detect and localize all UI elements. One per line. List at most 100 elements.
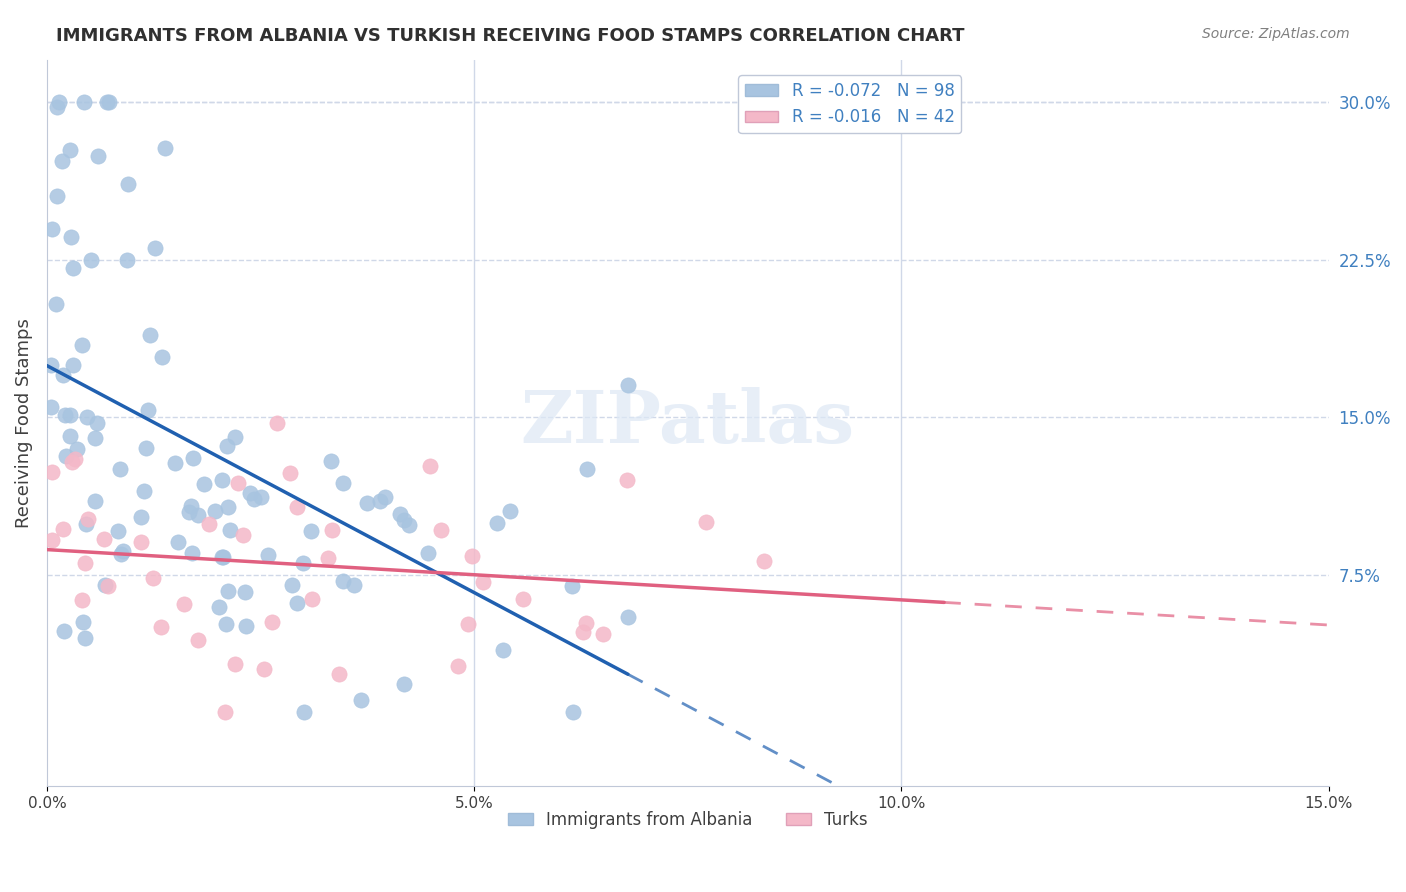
Point: [93, 532, 115, 546]
Point: [65, 442, 87, 457]
Point: [235, 619, 257, 633]
Point: [212, 549, 235, 564]
Point: [343, 577, 366, 591]
Point: [292, 557, 315, 571]
Point: [55, 449, 77, 463]
Point: [218, 523, 240, 537]
Point: [457, 616, 479, 631]
Point: [319, 454, 342, 468]
Point: [332, 476, 354, 491]
Point: [110, 548, 132, 562]
Point: [155, 141, 177, 155]
Point: [55, 408, 77, 422]
Point: [173, 597, 195, 611]
Point: [217, 500, 239, 514]
Point: [83, 494, 105, 508]
Point: [41, 533, 63, 548]
Point: [430, 524, 453, 538]
Point: [45, 100, 67, 114]
Point: [86, 417, 108, 431]
Point: [129, 509, 152, 524]
Legend: Immigrants from Albania, Turks: Immigrants from Albania, Turks: [501, 805, 875, 836]
Point: [41, 222, 63, 236]
Point: [394, 677, 416, 691]
Text: ZIPatlas: ZIPatlas: [520, 387, 855, 458]
Point: [262, 615, 284, 629]
Point: [58, 143, 80, 157]
Point: [243, 492, 266, 507]
Point: [281, 578, 304, 592]
Point: [285, 595, 308, 609]
Point: [60, 454, 83, 468]
Point: [39, 359, 62, 373]
Point: [149, 619, 172, 633]
Point: [72, 615, 94, 629]
Point: [285, 500, 308, 514]
Point: [110, 461, 132, 475]
Point: [328, 666, 350, 681]
Point: [472, 574, 495, 589]
Point: [416, 546, 439, 560]
Point: [398, 518, 420, 533]
Point: [52, 624, 75, 639]
Point: [256, 548, 278, 562]
Point: [52, 368, 75, 382]
Point: [215, 617, 238, 632]
Point: [73, 556, 96, 570]
Point: [447, 659, 470, 673]
Point: [165, 456, 187, 470]
Point: [177, 505, 200, 519]
Point: [167, 535, 190, 549]
Point: [80, 252, 103, 267]
Point: [299, 524, 322, 538]
Point: [249, 490, 271, 504]
Point: [512, 592, 534, 607]
Point: [59, 409, 82, 423]
Point: [107, 524, 129, 539]
Point: [617, 610, 640, 624]
Point: [266, 417, 288, 431]
Point: [253, 662, 276, 676]
Point: [370, 494, 392, 508]
Point: [321, 523, 343, 537]
Point: [233, 585, 256, 599]
Point: [117, 177, 139, 191]
Point: [226, 476, 249, 491]
Point: [388, 507, 411, 521]
Point: [76, 409, 98, 424]
Point: [562, 705, 585, 719]
Point: [83, 431, 105, 445]
Point: [72, 95, 94, 109]
Point: [98, 95, 121, 109]
Point: [571, 625, 593, 640]
Point: [134, 441, 156, 455]
Point: [62, 260, 84, 275]
Point: [575, 616, 598, 631]
Point: [39, 400, 62, 414]
Point: [332, 574, 354, 588]
Point: [224, 430, 246, 444]
Point: [75, 517, 97, 532]
Point: [41, 465, 63, 479]
Point: [695, 515, 717, 529]
Point: [316, 551, 339, 566]
Point: [301, 592, 323, 607]
Text: IMMIGRANTS FROM ALBANIA VS TURKISH RECEIVING FOOD STAMPS CORRELATION CHART: IMMIGRANTS FROM ALBANIA VS TURKISH RECEI…: [56, 27, 965, 45]
Point: [592, 627, 614, 641]
Point: [180, 545, 202, 559]
Point: [94, 577, 117, 591]
Point: [499, 504, 522, 518]
Point: [392, 513, 415, 527]
Point: [211, 550, 233, 565]
Point: [617, 378, 640, 392]
Point: [52, 523, 75, 537]
Point: [72, 338, 94, 352]
Point: [575, 462, 598, 476]
Point: [129, 534, 152, 549]
Point: [204, 504, 226, 518]
Point: [136, 403, 159, 417]
Point: [374, 491, 396, 505]
Point: [211, 474, 233, 488]
Point: [461, 549, 484, 563]
Point: [561, 579, 583, 593]
